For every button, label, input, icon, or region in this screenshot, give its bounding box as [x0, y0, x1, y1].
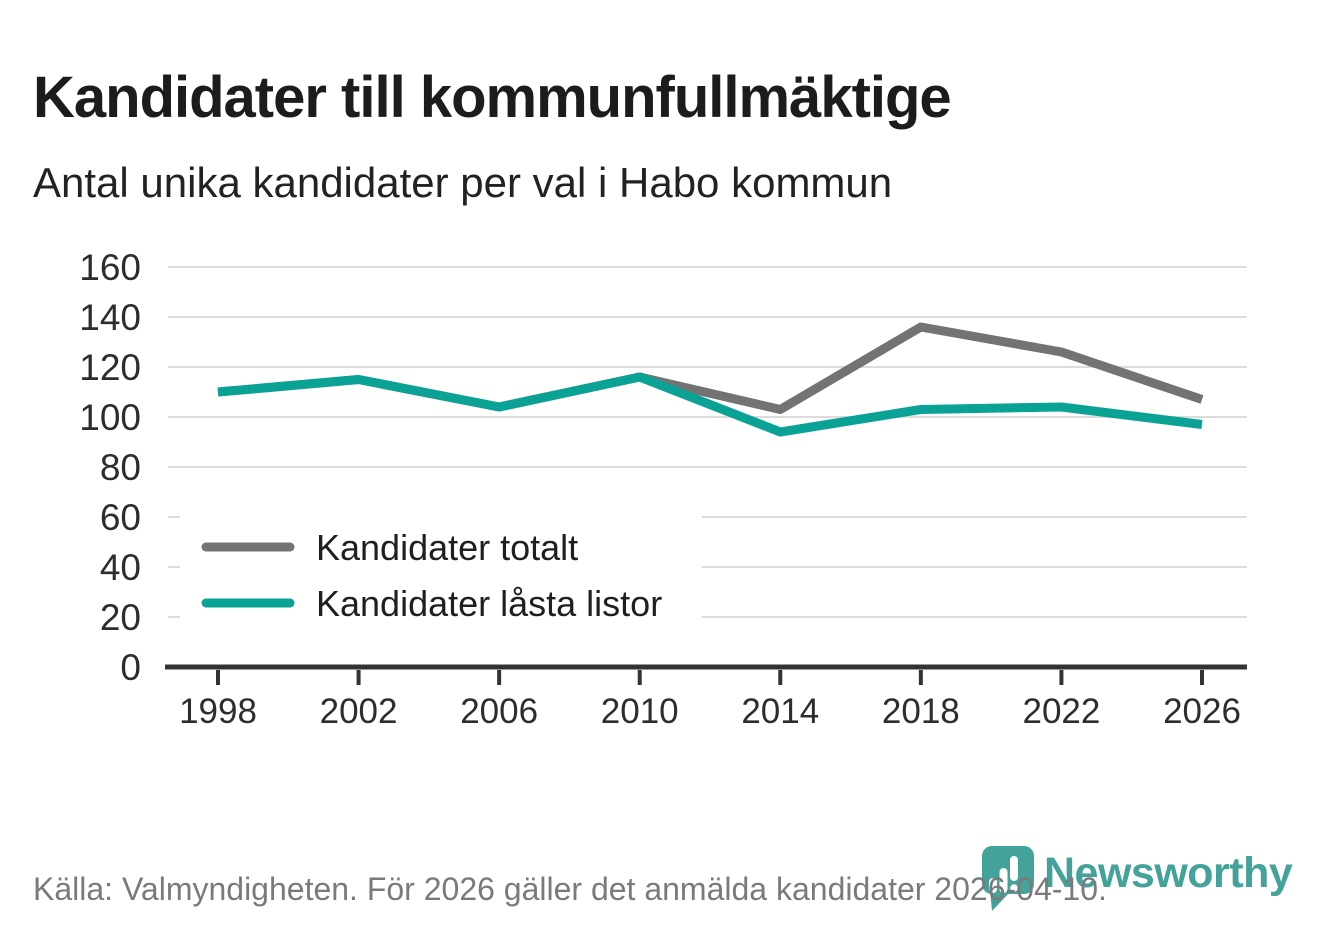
y-tick-label-120: 120	[79, 347, 141, 388]
newsworthy-logo: Newsworthy	[982, 846, 1293, 912]
y-tick-label-0: 0	[120, 647, 141, 688]
y-tick-label-80: 80	[100, 447, 141, 488]
y-tick-label-100: 100	[79, 397, 141, 438]
y-tick-label-60: 60	[100, 497, 141, 538]
legend-label-kandidater-l-sta-listor: Kandidater låsta listor	[316, 583, 662, 624]
x-tick-label-2006: 2006	[460, 692, 538, 731]
y-tick-label-140: 140	[79, 297, 141, 338]
x-tick-label-2022: 2022	[1022, 692, 1100, 731]
exclamation-dot	[1010, 884, 1018, 892]
y-tick-label-20: 20	[100, 597, 141, 638]
y-tick-label-40: 40	[100, 547, 141, 588]
newsworthy-icon	[982, 846, 1034, 911]
y-tick-label-160: 160	[79, 247, 141, 288]
bar-medium	[999, 868, 1008, 893]
chart-subtitle: Antal unika kandidater per val i Habo ko…	[33, 159, 893, 206]
source-note: Källa: Valmyndigheten. För 2026 gäller d…	[33, 871, 1107, 907]
bubble-tail	[990, 890, 1010, 911]
line-kandidater-l-sta-listor	[217, 372, 1203, 437]
chart-title: Kandidater till kommunfullmäktige	[33, 64, 952, 130]
x-tick-label-1998: 1998	[179, 692, 257, 731]
legend-label-kandidater-totalt: Kandidater totalt	[316, 527, 578, 568]
x-tick-label-2014: 2014	[741, 692, 819, 731]
exclamation-bar	[1010, 856, 1018, 881]
speech-bubble-shape	[982, 846, 1034, 911]
bar-short	[989, 878, 997, 893]
x-tick-label-2002: 2002	[320, 692, 398, 731]
logo-wordmark: Newsworthy	[1044, 849, 1293, 897]
x-tick-label-2010: 2010	[601, 692, 679, 731]
line-kandidater-totalt	[217, 322, 1204, 414]
legend-background	[180, 511, 702, 645]
x-tick-label-2018: 2018	[882, 692, 960, 731]
x-tick-label-2026: 2026	[1163, 692, 1241, 731]
